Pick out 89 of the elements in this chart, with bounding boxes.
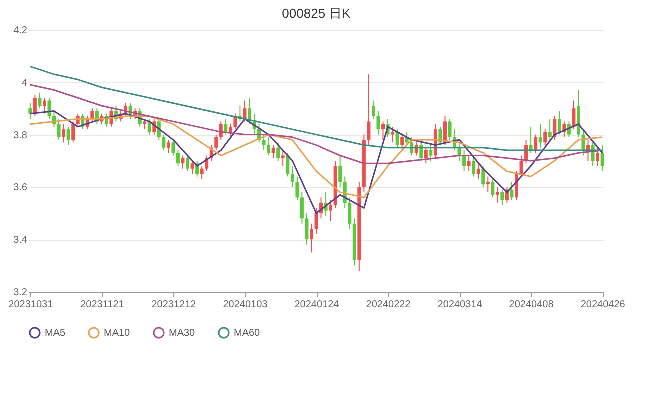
candlestick <box>500 189 504 206</box>
candlestick <box>228 124 232 138</box>
candlestick <box>28 102 32 120</box>
y-tick-label: 4.2 <box>14 26 28 36</box>
candlestick <box>472 158 476 178</box>
candlestick <box>482 166 486 188</box>
candlestick <box>243 100 247 122</box>
candlestick <box>186 155 190 172</box>
candlestick <box>443 116 447 146</box>
candlestick <box>290 166 294 188</box>
candlestick <box>143 118 147 130</box>
candlestick <box>200 166 204 180</box>
y-tick-label: 3.8 <box>14 130 28 142</box>
candlestick <box>496 186 500 204</box>
candlestick <box>520 155 524 178</box>
candlestick <box>329 200 333 222</box>
x-tick-label: 20240426 <box>580 300 626 310</box>
candlestick <box>314 208 318 235</box>
candlestick <box>367 74 371 146</box>
candlestick <box>42 98 46 114</box>
y-tick-label: 4 <box>22 78 28 89</box>
candlestick <box>348 197 352 230</box>
y-tick-label: 3.2 <box>14 288 28 298</box>
candlestick <box>176 150 180 167</box>
candlestick <box>181 155 185 170</box>
candlestick <box>38 92 42 110</box>
candlestick <box>305 212 309 246</box>
candlestick <box>276 142 280 162</box>
candlestick <box>600 144 604 172</box>
x-tick-label: 20240222 <box>366 300 412 310</box>
chart-title: 000825 日K <box>282 6 352 21</box>
x-tick-label: 20240314 <box>438 300 483 310</box>
y-tick-label: 3.6 <box>14 182 28 194</box>
x-tick-label: 20231121 <box>80 300 125 310</box>
x-tick-label: 20240124 <box>294 300 340 310</box>
candlestick <box>424 147 428 164</box>
candlestick <box>72 121 76 144</box>
candlestick <box>544 129 548 146</box>
candlestick <box>33 95 37 117</box>
candlestick <box>66 126 70 146</box>
candlestick <box>448 118 452 141</box>
candlestick <box>400 134 404 152</box>
candlestick <box>310 223 314 254</box>
x-tick-label: 20231031 <box>8 300 54 310</box>
candlestick <box>510 181 514 201</box>
candlestick <box>391 126 395 144</box>
candlestick <box>172 140 176 156</box>
candlestick <box>376 110 380 136</box>
candlestick <box>272 144 276 159</box>
candlestick <box>372 100 376 120</box>
candlestick <box>396 129 400 148</box>
candlestick <box>90 108 94 122</box>
legend-label: MA60 <box>234 328 261 339</box>
legend-label: MA10 <box>104 328 131 339</box>
candlestick <box>558 110 562 136</box>
candlestick <box>486 176 490 193</box>
candlestick <box>476 163 480 180</box>
candlestick <box>62 124 66 144</box>
x-tick-label: 20240408 <box>509 300 554 310</box>
candlestick <box>538 124 542 148</box>
candlestick <box>267 136 271 156</box>
line-series <box>30 116 604 198</box>
candlestick <box>596 147 600 167</box>
x-tick-label: 20240103 <box>223 300 268 310</box>
candlestick <box>296 176 300 201</box>
candlestick <box>57 118 61 141</box>
candlestick <box>462 150 466 172</box>
x-tick-label: 20231212 <box>152 300 197 310</box>
legend-label: MA5 <box>45 328 66 339</box>
candlestick <box>190 160 194 175</box>
candlestick <box>491 178 495 198</box>
candlestick <box>548 118 552 141</box>
candlestick <box>534 134 538 154</box>
candlestick <box>382 121 385 141</box>
candlestick <box>429 144 433 162</box>
candlestick <box>224 118 228 136</box>
candlestick <box>467 155 471 172</box>
candlestick <box>48 98 52 120</box>
candlestick <box>286 152 290 178</box>
candlestick <box>262 134 266 152</box>
candlestick <box>166 140 170 154</box>
legend-label: MA30 <box>169 328 196 339</box>
candlestick <box>572 100 576 130</box>
candlestick <box>162 134 166 152</box>
candlestick <box>281 150 285 167</box>
candlestick <box>300 192 304 224</box>
candlestick <box>338 155 342 188</box>
y-tick-label: 3.4 <box>14 235 28 246</box>
candlestick <box>214 134 218 152</box>
